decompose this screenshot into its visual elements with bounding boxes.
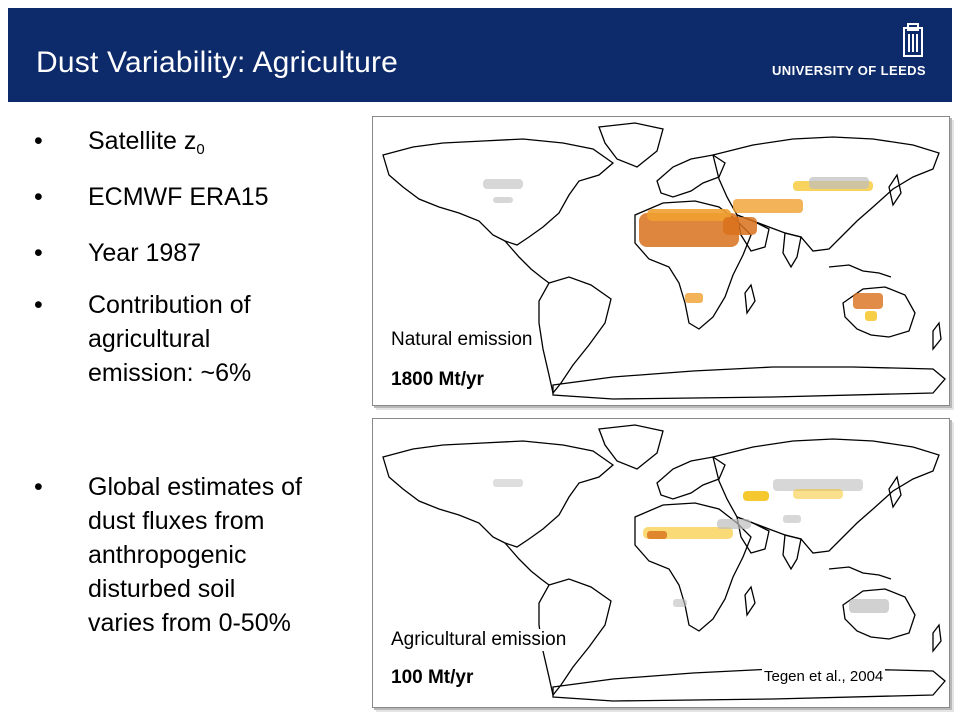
bullet-text: Year 1987 bbox=[88, 239, 202, 267]
natural-emission-value: 1800 Mt/yr bbox=[391, 369, 484, 391]
bullet-text: ECMWF ERA15 bbox=[88, 183, 269, 211]
bullet-dot: • bbox=[34, 183, 43, 211]
bullet-line: agricultural bbox=[88, 325, 211, 353]
bullet-dot: • bbox=[34, 473, 43, 501]
bullet-line: disturbed soil bbox=[88, 575, 236, 603]
bullet-dot: • bbox=[34, 239, 43, 267]
title-bar: Dust Variability: Agriculture UNIVERSITY… bbox=[8, 8, 952, 102]
natural-emission-map: Natural emission 1800 Mt/yr bbox=[372, 116, 950, 406]
world-map-agricultural bbox=[382, 424, 946, 702]
world-map-natural bbox=[382, 122, 946, 400]
bullet-year: • Year 1987 bbox=[30, 236, 428, 270]
bullet-line: dust fluxes from bbox=[88, 507, 265, 535]
natural-emission-label: Natural emission bbox=[391, 329, 533, 351]
bullet-contribution: • Contribution of agricultural emission:… bbox=[30, 288, 428, 390]
university-logo: UNIVERSITY OF LEEDS bbox=[766, 22, 926, 82]
dust-field-natural bbox=[483, 177, 883, 321]
university-crest-icon bbox=[903, 23, 923, 57]
agricultural-emission-value: 100 Mt/yr bbox=[391, 667, 474, 689]
agricultural-emission-label: Agricultural emission bbox=[391, 629, 567, 651]
agricultural-emission-map: Agricultural emission 100 Mt/yr bbox=[372, 418, 950, 708]
bullet-ecmwf: • ECMWF ERA15 bbox=[30, 180, 428, 214]
logo-text: UNIVERSITY OF LEEDS bbox=[772, 63, 926, 78]
bullet-line: anthropogenic bbox=[88, 541, 247, 569]
bullet-dot: • bbox=[34, 291, 43, 319]
slide-title: Dust Variability: Agriculture bbox=[36, 46, 399, 79]
bullet-satellite: • Satellite z0 bbox=[30, 124, 428, 167]
bullet-line: varies from 0-50% bbox=[88, 609, 291, 637]
bullet-subscript: 0 bbox=[196, 141, 205, 158]
dust-field-agricultural bbox=[493, 479, 889, 613]
citation: Tegen et al., 2004 bbox=[762, 668, 886, 685]
bullet-global-estimates: • Global estimates of dust fluxes from a… bbox=[30, 470, 428, 640]
bullet-text: Satellite z bbox=[88, 127, 197, 155]
bullet-line: Global estimates of bbox=[88, 473, 302, 501]
bullet-line: emission: ~6% bbox=[88, 359, 252, 387]
bullet-dot: • bbox=[34, 127, 43, 155]
bullet-line: Contribution of bbox=[88, 291, 251, 319]
